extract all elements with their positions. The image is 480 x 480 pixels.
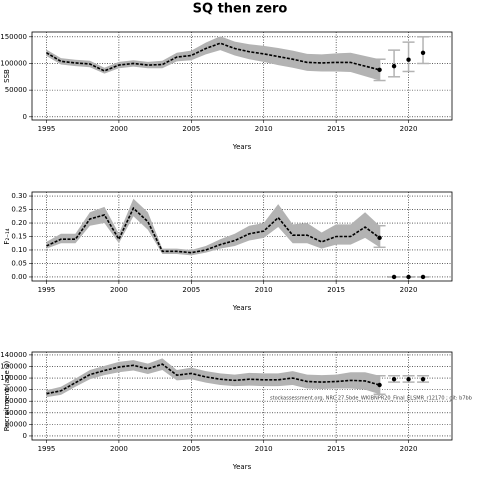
y-tick-label: 60000 [5,397,27,405]
x-tick-label: 2015 [327,125,345,133]
x-tick-label: 2010 [255,445,273,453]
y-tick-label: 50000 [5,86,27,94]
y-axis-label: Recruitment (age 2) [3,361,11,432]
y-tick-label: 0.05 [11,259,27,267]
x-tick-label: 2000 [110,445,128,453]
y-tick-label: 0.15 [11,233,27,241]
confidence-band [46,36,380,81]
projection-point [420,274,426,280]
y-tick-label: 120000 [0,362,27,370]
y-tick-label: 40000 [5,409,27,417]
projection-point [406,377,411,382]
estimate-line [46,363,380,395]
y-axis-label: F₂₋₁₄ [3,228,11,244]
y-tick-label: 0 [23,113,27,121]
x-tick-label: 2010 [255,125,273,133]
y-axis-label: SSB [3,69,11,83]
figure-title: SQ then zero [193,2,288,17]
x-tick-label: 2010 [255,286,273,294]
x-tick-label: 2005 [182,125,200,133]
x-tick-label: 2020 [400,445,418,453]
projection-point [406,274,411,280]
projection-point [377,382,382,388]
annotation: stockassessment.org, NRC 27.5bde_WKIBNPR… [270,395,472,401]
x-tick-label: 2015 [327,286,345,294]
y-tick-label: 100000 [0,59,27,67]
x-tick-label: 2000 [110,125,128,133]
x-tick-label: 2020 [400,125,418,133]
estimate-line [46,42,380,72]
y-tick-label: 0.10 [11,246,27,254]
x-tick-label: 2020 [400,286,418,294]
projection-point [391,63,397,69]
plot-frame [31,191,453,282]
y-tick-label: 0.20 [11,219,27,227]
x-tick-label: 2005 [182,445,200,453]
estimate-line [46,206,381,254]
projection-point [420,50,426,55]
x-axis-label: Years [232,143,252,151]
x-tick-label: 2015 [327,445,345,453]
projection-point [377,67,382,73]
x-tick-label: 2000 [110,286,128,294]
plot-frame [31,31,453,121]
projection-point [420,377,426,382]
x-axis-label: Years [232,304,252,312]
x-tick-label: 1995 [38,125,56,133]
x-tick-label: 1995 [38,286,56,294]
confidence-band [46,198,380,256]
y-tick-label: 0.25 [11,206,27,214]
x-axis-label: Years [232,463,252,471]
y-tick-label: 20000 [5,420,27,428]
x-tick-label: 1995 [38,445,56,453]
projection-point [391,377,397,382]
x-tick-label: 2005 [182,286,200,294]
y-tick-label: 150000 [0,33,27,41]
y-tick-label: 100000 [0,374,27,382]
projection-point [391,274,397,280]
y-tick-label: 80000 [5,386,27,394]
y-tick-label: 140000 [0,351,27,359]
y-tick-label: 0.30 [11,192,27,200]
plot-frame [31,351,453,441]
y-tick-label: 0.00 [11,273,27,281]
y-tick-label: 0 [23,432,27,440]
projection-point [406,57,411,62]
projection-point [377,235,382,241]
